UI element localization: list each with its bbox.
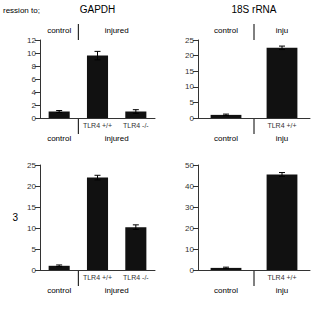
svg-text:18S rRNA: 18S rRNA (231, 4, 276, 15)
svg-text:GAPDH: GAPDH (80, 4, 116, 15)
svg-text:25: 25 (185, 36, 194, 45)
svg-text:5: 5 (32, 245, 37, 254)
svg-text:20: 20 (185, 224, 194, 233)
svg-text:inju: inju (276, 286, 288, 295)
svg-text:2: 2 (32, 101, 37, 110)
svg-text:inju: inju (276, 134, 288, 143)
svg-text:20: 20 (185, 51, 194, 60)
svg-text:15: 15 (27, 203, 36, 212)
svg-text:TLR4 -/-: TLR4 -/- (123, 122, 149, 129)
svg-text:0: 0 (190, 266, 195, 275)
svg-text:injured: injured (105, 134, 129, 143)
svg-text:TLR4 +/+: TLR4 +/+ (83, 274, 112, 281)
svg-text:12: 12 (27, 36, 36, 45)
svg-text:10: 10 (27, 224, 36, 233)
svg-text:5: 5 (190, 98, 195, 107)
svg-text:20: 20 (27, 182, 36, 191)
svg-text:control: control (214, 26, 238, 35)
svg-text:TLR4 +/+: TLR4 +/+ (83, 122, 112, 129)
svg-text:6: 6 (32, 75, 37, 84)
svg-text:0: 0 (190, 114, 195, 123)
svg-text:0: 0 (32, 266, 37, 275)
svg-text:control: control (47, 286, 71, 295)
svg-text:TLR4 +/+: TLR4 +/+ (267, 122, 296, 129)
svg-text:control: control (47, 134, 71, 143)
svg-text:15: 15 (185, 67, 194, 76)
svg-text:10: 10 (27, 49, 36, 58)
svg-text:ression to;: ression to; (3, 6, 40, 15)
svg-text:3: 3 (12, 212, 18, 223)
svg-text:30: 30 (185, 203, 194, 212)
svg-text:TLR4 +/+: TLR4 +/+ (267, 274, 296, 281)
svg-text:control: control (214, 286, 238, 295)
svg-text:0: 0 (32, 114, 37, 123)
svg-text:control: control (214, 134, 238, 143)
svg-text:25: 25 (27, 161, 36, 170)
svg-text:inju: inju (276, 26, 288, 35)
svg-text:injured: injured (105, 26, 129, 35)
svg-text:10: 10 (185, 245, 194, 254)
svg-text:8: 8 (32, 62, 37, 71)
svg-text:40: 40 (185, 182, 194, 191)
svg-text:10: 10 (185, 82, 194, 91)
svg-text:4: 4 (32, 88, 37, 97)
svg-text:TLR4 -/-: TLR4 -/- (123, 274, 149, 281)
svg-text:control: control (47, 26, 71, 35)
svg-text:injured: injured (105, 286, 129, 295)
svg-text:50: 50 (185, 161, 194, 170)
